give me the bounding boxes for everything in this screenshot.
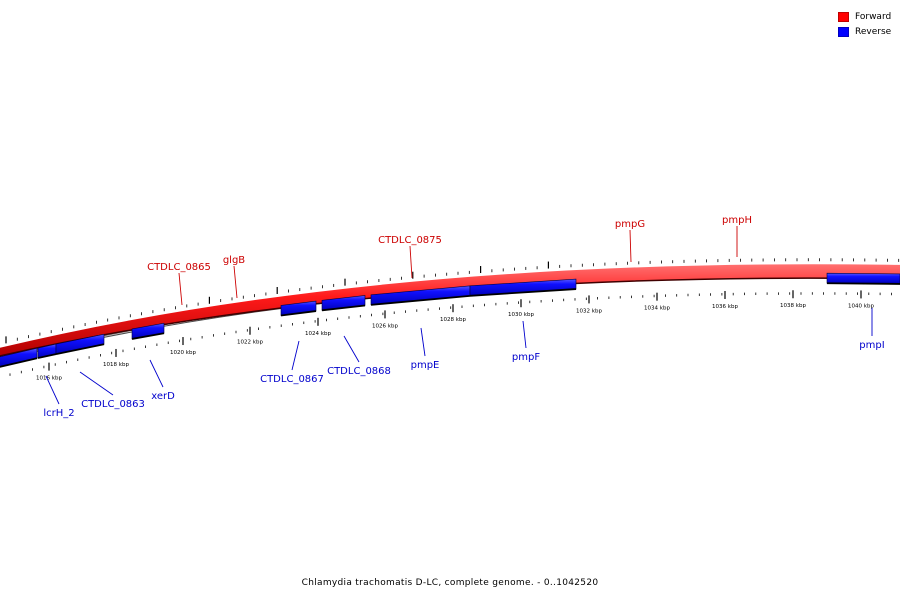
leader-line — [343, 335, 360, 363]
leader-line — [79, 371, 114, 396]
forward-strand-band — [0, 264, 900, 356]
leader-line — [409, 245, 413, 279]
reverse-gene-box-shadow — [131, 332, 165, 340]
leader-line — [149, 359, 164, 388]
leader-line — [420, 327, 426, 357]
tick-label: 1020 kbp — [170, 350, 196, 356]
genome-caption: Chlamydia trachomatis D-LC, complete gen… — [301, 578, 599, 588]
leader-line — [629, 229, 632, 263]
leader-line — [233, 265, 238, 299]
leader-line — [522, 320, 527, 349]
gene-labels: CTDLC_0865 glgB CTDLC_0875 pmpG pmpH lcrH_2 CT… — [43, 215, 884, 419]
forward-gene-label[interactable]: pmpH — [722, 215, 752, 226]
tick-label: 1028 kbp — [440, 317, 466, 323]
reverse-gene-box-shadow — [37, 353, 57, 359]
reverse-gene-box-shadow — [370, 294, 471, 306]
tick-label: 1018 kbp — [103, 362, 129, 368]
forward-gene-label[interactable]: glgB — [223, 255, 245, 266]
legend: Forward Reverse — [838, 9, 891, 39]
reverse-gene-box-shadow — [469, 288, 577, 297]
tick-label: 1026 kbp — [372, 323, 398, 329]
outer-tick-marks — [5, 258, 900, 344]
reverse-gene-label[interactable]: xerD — [151, 391, 175, 402]
legend-reverse: Reverse — [838, 24, 891, 39]
tick-label: 1016 kbp — [36, 376, 62, 382]
legend-forward-label: Forward — [855, 11, 892, 22]
legend-forward: Forward — [838, 9, 891, 24]
tick-label: 1030 kbp — [508, 312, 534, 318]
forward-gene-label[interactable]: pmpG — [615, 219, 645, 230]
forward-gene-label[interactable]: CTDLC_0865 — [147, 262, 211, 273]
reverse-gene-box-shadow — [321, 304, 366, 312]
tick-label: 1036 kbp — [712, 304, 738, 310]
reverse-gene-box-shadow — [55, 343, 105, 355]
leader-line — [178, 272, 183, 306]
tick-label: 1040 kbp — [848, 303, 874, 309]
reverse-gene-box-shadow — [280, 310, 317, 317]
reverse-gene-label[interactable]: pmpE — [411, 360, 440, 371]
reverse-gene-label[interactable]: lcrH_2 — [43, 408, 74, 419]
reverse-gene-box-shadow — [826, 282, 900, 285]
reverse-gene-label[interactable]: pmpI — [859, 340, 884, 351]
leader-line — [291, 340, 300, 371]
tick-labels: 1016 kbp 1018 kbp 1020 kbp 1022 kbp 1024 kbp… — [36, 303, 874, 381]
reverse-gene-box — [55, 333, 105, 355]
legend-reverse-label: Reverse — [855, 26, 892, 37]
reverse-gene-boxes — [0, 272, 900, 368]
forward-gene-label[interactable]: CTDLC_0875 — [378, 235, 442, 246]
label-leader-lines — [45, 226, 873, 405]
reverse-gene-label[interactable]: CTDLC_0867 — [260, 374, 324, 385]
reverse-gene-label[interactable]: CTDLC_0868 — [327, 366, 391, 377]
reverse-gene-box-shadow — [0, 357, 38, 368]
inner-tick-marks — [9, 290, 892, 376]
reverse-gene-box — [826, 272, 900, 285]
leader-line — [45, 375, 60, 405]
tick-label: 1022 kbp — [237, 340, 263, 346]
reverse-gene-label[interactable]: CTDLC_0863 — [81, 399, 145, 410]
tick-label: 1024 kbp — [305, 331, 331, 337]
tick-label: 1038 kbp — [780, 303, 806, 309]
reverse-gene-label[interactable]: pmpF — [512, 352, 540, 363]
tick-label: 1032 kbp — [576, 308, 602, 314]
forward-swatch — [838, 11, 849, 22]
reverse-gene-box — [469, 278, 577, 297]
reverse-swatch — [838, 26, 849, 37]
tick-label: 1034 kbp — [644, 306, 670, 312]
